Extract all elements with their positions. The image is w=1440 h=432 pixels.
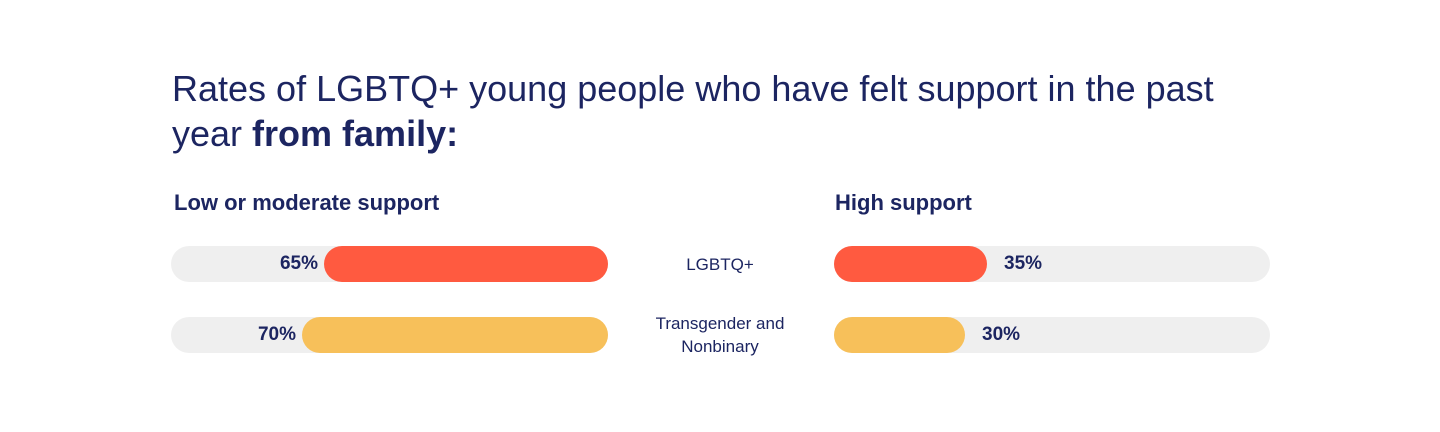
low-support-track-transgender-and-nonbinary: 70% bbox=[171, 317, 608, 353]
high-support-track-transgender-and-nonbinary: 30% bbox=[834, 317, 1270, 353]
low-support-bar-transgender-and-nonbinary bbox=[302, 317, 608, 353]
high-support-bar-transgender-and-nonbinary bbox=[834, 317, 965, 353]
category-label-lgbtq: LGBTQ+ bbox=[686, 255, 754, 274]
low-support-value-transgender-and-nonbinary: 70% bbox=[257, 324, 296, 345]
low-support-header: Low or moderate support bbox=[174, 190, 440, 215]
high-support-value-lgbtq: 35% bbox=[1004, 253, 1043, 274]
high-support-bar-lgbtq bbox=[834, 246, 987, 282]
low-support-bar-lgbtq bbox=[324, 246, 608, 282]
low-support-track-lgbtq: 65% bbox=[171, 246, 608, 282]
chart-title: Rates of LGBTQ+ young people who have fe… bbox=[172, 66, 1292, 156]
low-support-value-lgbtq: 65% bbox=[279, 253, 318, 274]
high-support-value-transgender-and-nonbinary: 30% bbox=[982, 324, 1021, 345]
chart-title-emphasis: from family: bbox=[252, 113, 459, 154]
category-label-transgender-and-nonbinary: Transgender and Nonbinary bbox=[655, 314, 785, 356]
high-support-header: High support bbox=[835, 190, 972, 215]
chart-title-prefix: Rates of LGBTQ+ young people who have fe… bbox=[172, 68, 1214, 154]
high-support-track-lgbtq: 35% bbox=[834, 246, 1270, 282]
